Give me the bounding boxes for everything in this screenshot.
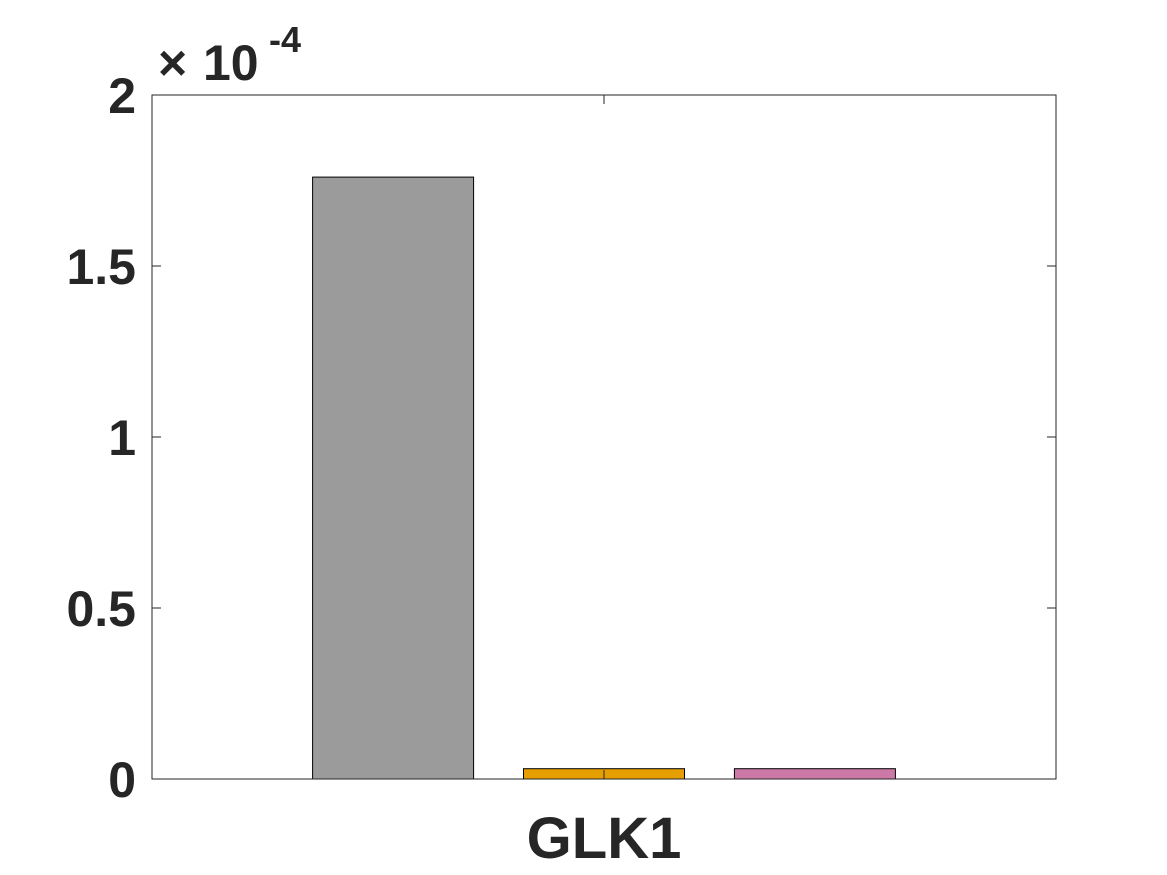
exponent-power: -4	[269, 19, 301, 60]
y-tick-label: 1.5	[66, 239, 136, 295]
exponent-base: 10	[203, 35, 259, 91]
y-tick-label: 0.5	[66, 581, 136, 637]
y-tick-label: 1	[108, 410, 136, 466]
y-tick-label: 2	[108, 68, 136, 124]
x-tick-labels: GLK1	[527, 806, 682, 871]
y-tick-labels: 0 0.5 1 1.5 2	[66, 68, 136, 808]
y-exponent-label: × 10 -4	[158, 19, 301, 91]
plot-area	[152, 95, 1056, 779]
y-tick-label: 0	[108, 752, 136, 808]
ticks-group	[152, 94, 1056, 780]
bar-glk1-series-1	[312, 176, 475, 780]
bar-glk1-series-3	[733, 768, 896, 780]
x-category-label: GLK1	[527, 806, 682, 871]
exponent-times-sign: ×	[158, 35, 187, 91]
